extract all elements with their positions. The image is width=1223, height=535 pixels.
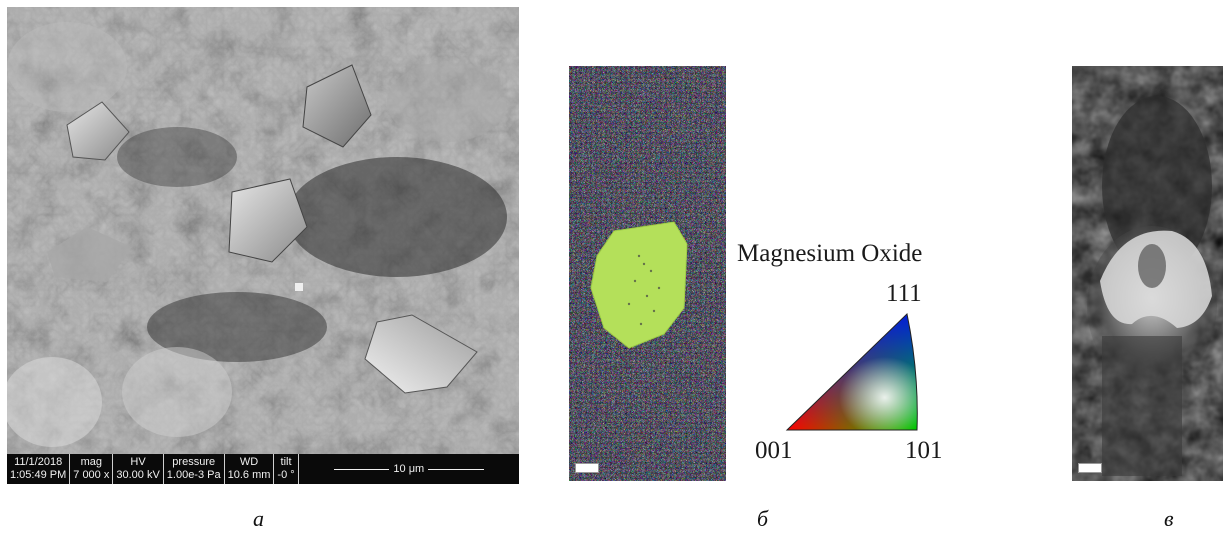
sem-databar: 11/1/2018 1:05:49 PM mag 7 000 x HV 30.0… bbox=[7, 454, 519, 484]
mag-cell: mag 7 000 x bbox=[70, 454, 114, 484]
caption-c: в bbox=[1164, 506, 1174, 531]
pressure-cell: pressure 1.00e-3 Pa bbox=[164, 454, 225, 484]
crystal-1 bbox=[66, 101, 130, 161]
mag-label: mag bbox=[80, 456, 103, 468]
wd-value: 10.6 mm bbox=[227, 469, 271, 481]
pressure-label: pressure bbox=[172, 456, 216, 468]
crystal-3 bbox=[228, 178, 308, 263]
hv-value: 30.00 kV bbox=[116, 469, 160, 481]
hv-label: HV bbox=[130, 456, 146, 468]
wd-label: WD bbox=[239, 456, 259, 468]
date-cell: 11/1/2018 1:05:49 PM bbox=[7, 454, 71, 484]
legend-001-label: 001 bbox=[755, 437, 793, 464]
scale-bar-small bbox=[575, 463, 599, 473]
crystal-2 bbox=[302, 64, 372, 148]
mag-value: 7 000 x bbox=[73, 469, 110, 481]
ebsd-image bbox=[569, 66, 726, 481]
scale-bar-small-c bbox=[1078, 463, 1102, 473]
grain-sem-svg bbox=[1072, 66, 1223, 481]
pressure-value: 1.00e-3 Pa bbox=[166, 469, 221, 481]
scale-label: 10 μm bbox=[389, 463, 429, 475]
grain-region bbox=[590, 221, 688, 349]
date-value: 11/1/2018 bbox=[14, 456, 63, 468]
grain-sem-image bbox=[1072, 66, 1223, 481]
tilt-cell: tilt -0 ° bbox=[274, 454, 299, 484]
ebsd-orientation-map bbox=[569, 66, 726, 481]
caption-b: б bbox=[757, 506, 769, 531]
sem-image bbox=[7, 7, 519, 484]
legend-111-label: 111 bbox=[886, 280, 922, 307]
caption-a: а bbox=[253, 506, 264, 531]
legend-title: Magnesium Oxide bbox=[737, 240, 923, 267]
scale-bar: 10 μm bbox=[299, 454, 519, 484]
tilt-value: -0 ° bbox=[277, 469, 295, 481]
time-value: 1:05:49 PM bbox=[10, 469, 67, 481]
crystal-4 bbox=[364, 314, 478, 394]
tilt-label: tilt bbox=[280, 456, 292, 468]
ipf-color-triangle bbox=[785, 313, 918, 431]
sem-micrograph: 11/1/2018 1:05:49 PM mag 7 000 x HV 30.0… bbox=[7, 7, 519, 484]
legend-101-label: 101 bbox=[905, 437, 943, 464]
wd-cell: WD 10.6 mm bbox=[225, 454, 275, 484]
hv-cell: HV 30.00 kV bbox=[113, 454, 164, 484]
